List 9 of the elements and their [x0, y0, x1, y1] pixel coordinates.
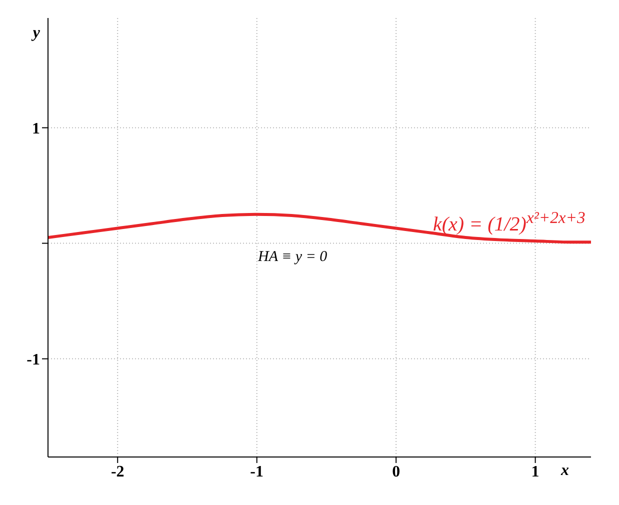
line-series	[48, 212, 591, 244]
y-axis-title: y	[30, 24, 41, 42]
x-tick-label: 0	[392, 463, 400, 480]
x-tick-label: 1	[531, 463, 540, 480]
x-tick-label: -1	[250, 463, 264, 480]
x-tick-label: -2	[110, 463, 124, 480]
annotation: HA ≡ y = 0	[258, 248, 328, 266]
x-axis-title: x	[560, 462, 569, 479]
annotation: k(x) = (1/2)$^{x²+2x+3}$	[433, 208, 586, 237]
